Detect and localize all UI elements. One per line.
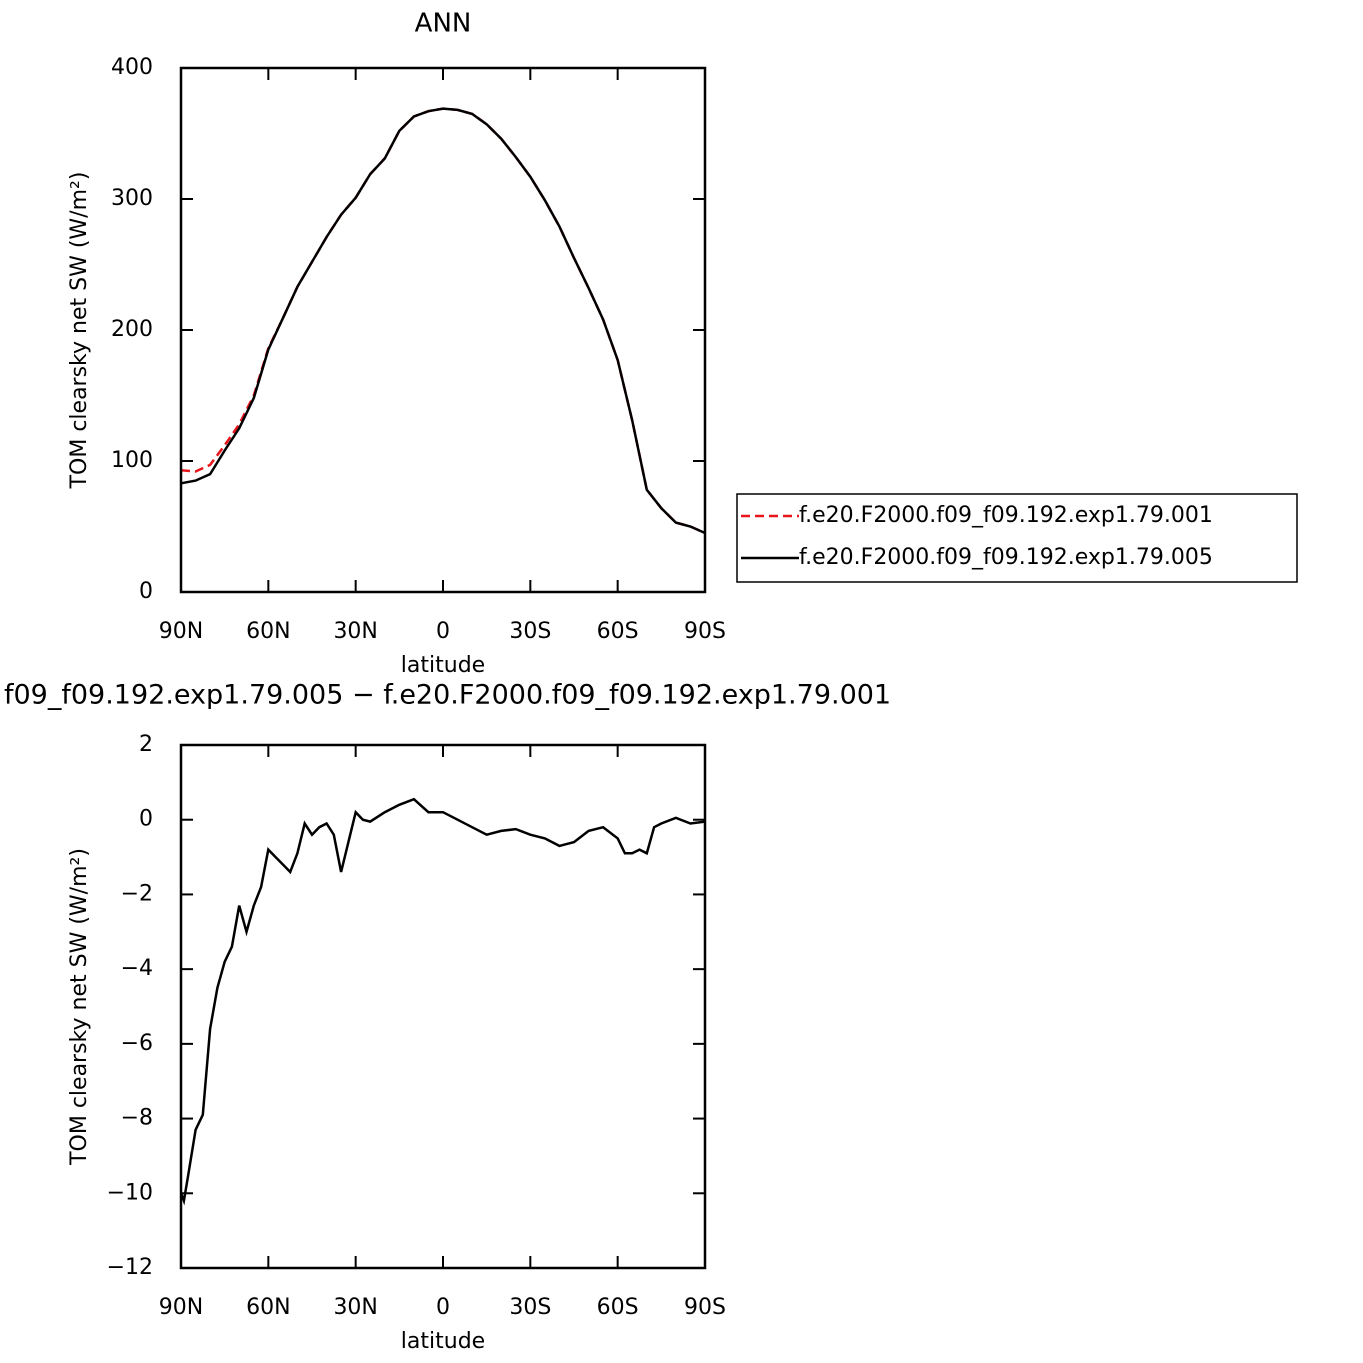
x-tick-label: 0	[436, 619, 450, 644]
x-tick-label: 30N	[333, 619, 377, 644]
y-tick-label: 400	[111, 55, 153, 80]
y-tick-label: 0	[139, 579, 153, 604]
x-axis-label: latitude	[401, 1329, 485, 1354]
chart-title: f09_f09.192.exp1.79.005 − f.e20.F2000.f0…	[4, 680, 891, 711]
y-tick-label: −4	[121, 956, 153, 981]
x-tick-label: 30S	[509, 1295, 551, 1320]
y-tick-label: −6	[121, 1031, 153, 1056]
x-tick-label: 90S	[684, 619, 726, 644]
data-line	[179, 797, 706, 1206]
legend-box	[736, 493, 1298, 583]
x-tick-label: 30S	[509, 619, 551, 644]
x-tick-label: 0	[436, 1295, 450, 1320]
data-line	[180, 107, 706, 535]
y-tick-label: −10	[107, 1180, 153, 1205]
legend-label: f.e20.F2000.f09_f09.192.exp1.79.001	[799, 503, 1213, 528]
legend-label: f.e20.F2000.f09_f09.192.exp1.79.005	[799, 545, 1213, 570]
chart-title: ANN	[415, 9, 472, 39]
y-tick-label: 100	[111, 448, 153, 473]
x-tick-label: 60N	[246, 619, 290, 644]
x-tick-label: 60N	[246, 1295, 290, 1320]
y-tick-label: 200	[111, 317, 153, 342]
x-axis-label: latitude	[401, 653, 485, 678]
y-tick-label: 300	[111, 186, 153, 211]
x-tick-label: 60S	[597, 619, 639, 644]
plot-frame	[179, 66, 707, 594]
y-tick-label: −2	[121, 881, 153, 906]
x-tick-label: 90N	[159, 1295, 203, 1320]
y-tick-label: −12	[107, 1255, 153, 1280]
data-line	[180, 107, 706, 535]
x-tick-label: 60S	[597, 1295, 639, 1320]
y-axis-label: TOM clearsky net SW (W/m²)	[67, 848, 92, 1166]
y-tick-label: 0	[139, 807, 153, 832]
y-tick-label: 2	[139, 732, 153, 757]
x-tick-label: 30N	[333, 1295, 377, 1320]
plot-frame	[179, 743, 707, 1270]
y-axis-label: TOM clearsky net SW (W/m²)	[67, 172, 92, 490]
x-tick-label: 90N	[159, 619, 203, 644]
x-tick-label: 90S	[684, 1295, 726, 1320]
y-tick-label: −8	[121, 1106, 153, 1131]
